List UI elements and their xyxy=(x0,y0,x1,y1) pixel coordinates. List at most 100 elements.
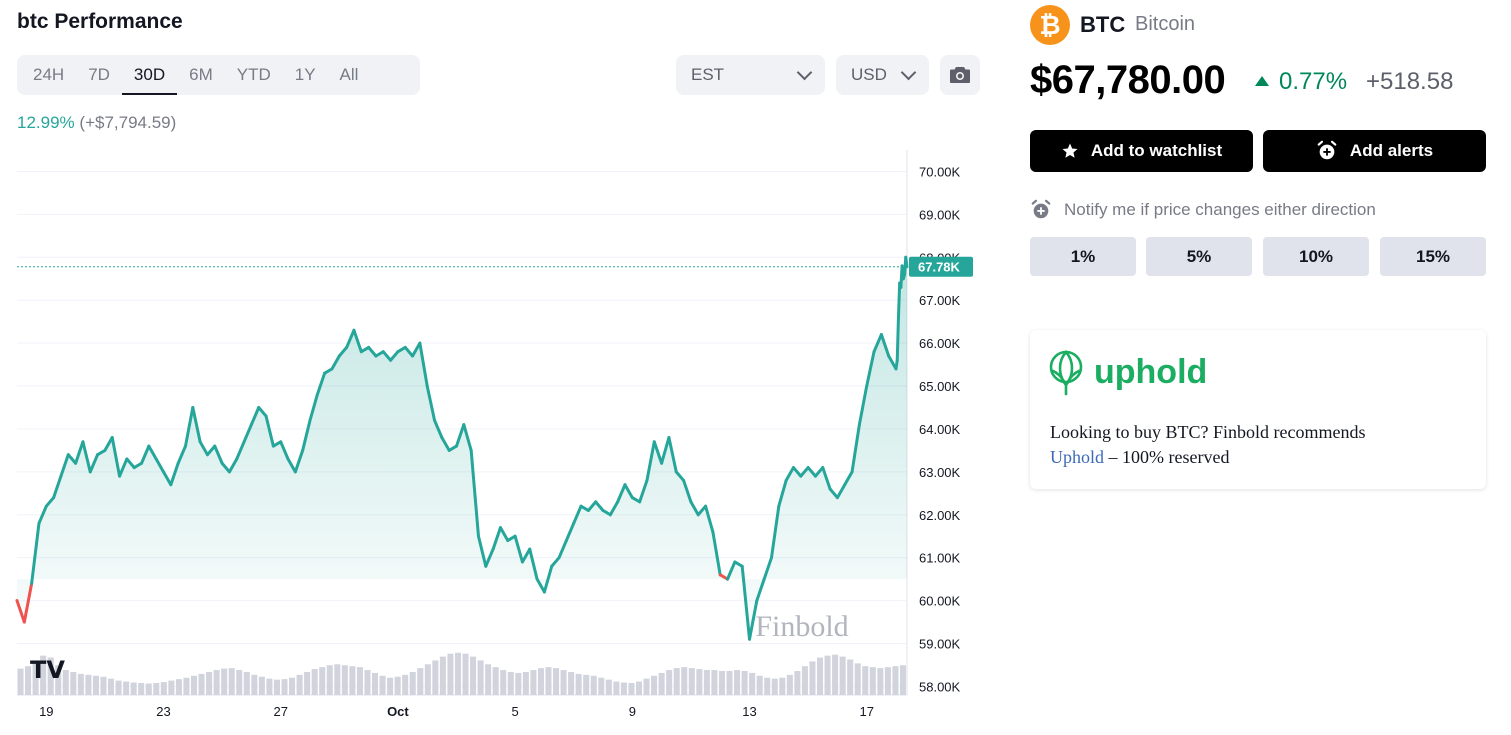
price-line-segment xyxy=(469,448,480,538)
volume-bar xyxy=(651,675,658,695)
svg-text:TV: TV xyxy=(30,656,65,684)
volume-bar xyxy=(877,668,884,695)
volume-bar xyxy=(243,671,250,695)
star-icon xyxy=(1062,143,1078,158)
price-line-segment xyxy=(857,384,869,427)
price-line-segment xyxy=(865,350,876,388)
x-tick-label: Oct xyxy=(387,704,409,719)
chart-watermark: Finbold xyxy=(755,610,848,643)
price-line-segment xyxy=(345,328,356,349)
notify-row: Notify me if price changes either direct… xyxy=(1030,199,1376,221)
volume-bar xyxy=(515,672,522,695)
volume-bar xyxy=(553,668,560,695)
asset-panel: ₿ BTC Bitcoin $67,780.00 0.77% +518.58 A… xyxy=(1030,0,1490,735)
volume-bar xyxy=(25,666,32,695)
price-line-segment xyxy=(498,526,510,543)
volume-bar xyxy=(899,665,906,695)
price-line-segment xyxy=(806,466,817,478)
volume-bar xyxy=(635,681,643,695)
tab-ytd[interactable]: YTD xyxy=(236,65,271,84)
price-line-segment xyxy=(81,440,92,474)
tab-6m[interactable]: 6M xyxy=(189,65,213,84)
volume-bar xyxy=(560,670,567,695)
volume-bar xyxy=(311,669,318,695)
change-percent: 0.77% xyxy=(1279,68,1348,95)
volume-bar xyxy=(92,675,99,695)
alert-threshold-15-button[interactable]: 15% xyxy=(1380,237,1486,276)
volume-bar xyxy=(779,677,786,695)
tab-30d[interactable]: 30D xyxy=(121,55,178,95)
alert-threshold-5-button[interactable]: 5% xyxy=(1146,237,1252,276)
volume-bar xyxy=(371,672,379,695)
x-tick-label: 23 xyxy=(156,704,170,719)
volume-bar xyxy=(47,657,54,695)
price-line-segment xyxy=(249,405,261,427)
price-line-segment xyxy=(308,393,319,422)
price-line-segment xyxy=(103,436,114,452)
volume-bar xyxy=(175,679,182,695)
tab-1y[interactable]: 1Y xyxy=(294,65,316,84)
price-line-segment xyxy=(652,440,664,465)
price-line-segment xyxy=(66,453,78,465)
alert-threshold-1-button[interactable]: 1% xyxy=(1030,237,1136,276)
price-chart[interactable]: 70.00K69.00K68.00K67.00K66.00K65.00K64.0… xyxy=(0,150,1000,730)
price-line-segment xyxy=(455,423,466,448)
price-line-segment xyxy=(520,547,532,564)
y-tick-label: 60.00K xyxy=(919,594,961,609)
performance-amount: (+$7,794.59) xyxy=(79,113,177,132)
y-tick-label: 59.00K xyxy=(919,637,961,652)
volume-bar xyxy=(341,665,348,695)
screenshot-button[interactable] xyxy=(940,55,980,95)
volume-bar xyxy=(832,654,839,695)
price-line-segment xyxy=(904,255,909,269)
tab-24h[interactable]: 24H xyxy=(33,65,65,84)
price-line-segment xyxy=(257,405,268,418)
price-line-segment xyxy=(557,539,568,560)
currency-select[interactable]: USD xyxy=(836,55,929,95)
volume-bar xyxy=(756,675,763,695)
volume-bar xyxy=(153,683,160,695)
price-line-segment xyxy=(711,530,722,577)
volume-bar xyxy=(334,664,341,695)
volume-bar xyxy=(258,676,265,695)
volume-bar xyxy=(108,678,115,695)
volume-bar xyxy=(190,675,198,695)
price-line-segment xyxy=(813,466,825,478)
price-line-segment xyxy=(748,599,759,641)
tab-7d[interactable]: 7D xyxy=(88,65,110,84)
add-to-watchlist-button[interactable]: Add to watchlist xyxy=(1030,130,1253,172)
volume-bar xyxy=(598,677,605,695)
volume-bar xyxy=(273,679,280,695)
asset-symbol: BTC xyxy=(1080,12,1126,37)
volume-bar xyxy=(545,667,552,695)
price-line-segment xyxy=(689,500,700,517)
price-line-segment xyxy=(682,478,693,504)
volume-bar xyxy=(869,667,876,695)
price-line-segment xyxy=(352,328,363,354)
price-line-segment xyxy=(528,547,539,581)
y-tick-label: 62.00K xyxy=(919,508,961,523)
volume-bar xyxy=(801,666,808,695)
add-alerts-button[interactable]: Add alerts xyxy=(1263,130,1486,172)
uphold-logo[interactable]: uphold xyxy=(1048,347,1207,397)
price-line-segment xyxy=(586,500,598,512)
price-line-segment xyxy=(784,466,795,482)
volume-bar xyxy=(583,674,590,695)
chart-panel: btc Performance 24H 7D 30D 6M YTD 1Y All… xyxy=(0,10,1000,730)
price-line-segment xyxy=(755,577,766,603)
uphold-link[interactable]: Uphold xyxy=(1050,447,1104,467)
x-tick-label: 19 xyxy=(39,704,53,719)
camera-icon xyxy=(950,67,970,83)
volume-bar xyxy=(771,678,778,695)
tab-all[interactable]: All xyxy=(339,65,359,84)
timezone-select[interactable]: EST xyxy=(676,55,825,95)
alert-threshold-10-button[interactable]: 10% xyxy=(1263,237,1369,276)
volume-bar xyxy=(711,670,718,695)
volume-bar xyxy=(439,656,446,695)
price-line-segment xyxy=(110,436,122,478)
price-line-segment xyxy=(425,384,437,422)
volume-bar xyxy=(470,656,477,695)
volume-bar xyxy=(816,657,824,695)
volume-bar xyxy=(734,670,741,695)
current-price-badge xyxy=(909,256,973,277)
